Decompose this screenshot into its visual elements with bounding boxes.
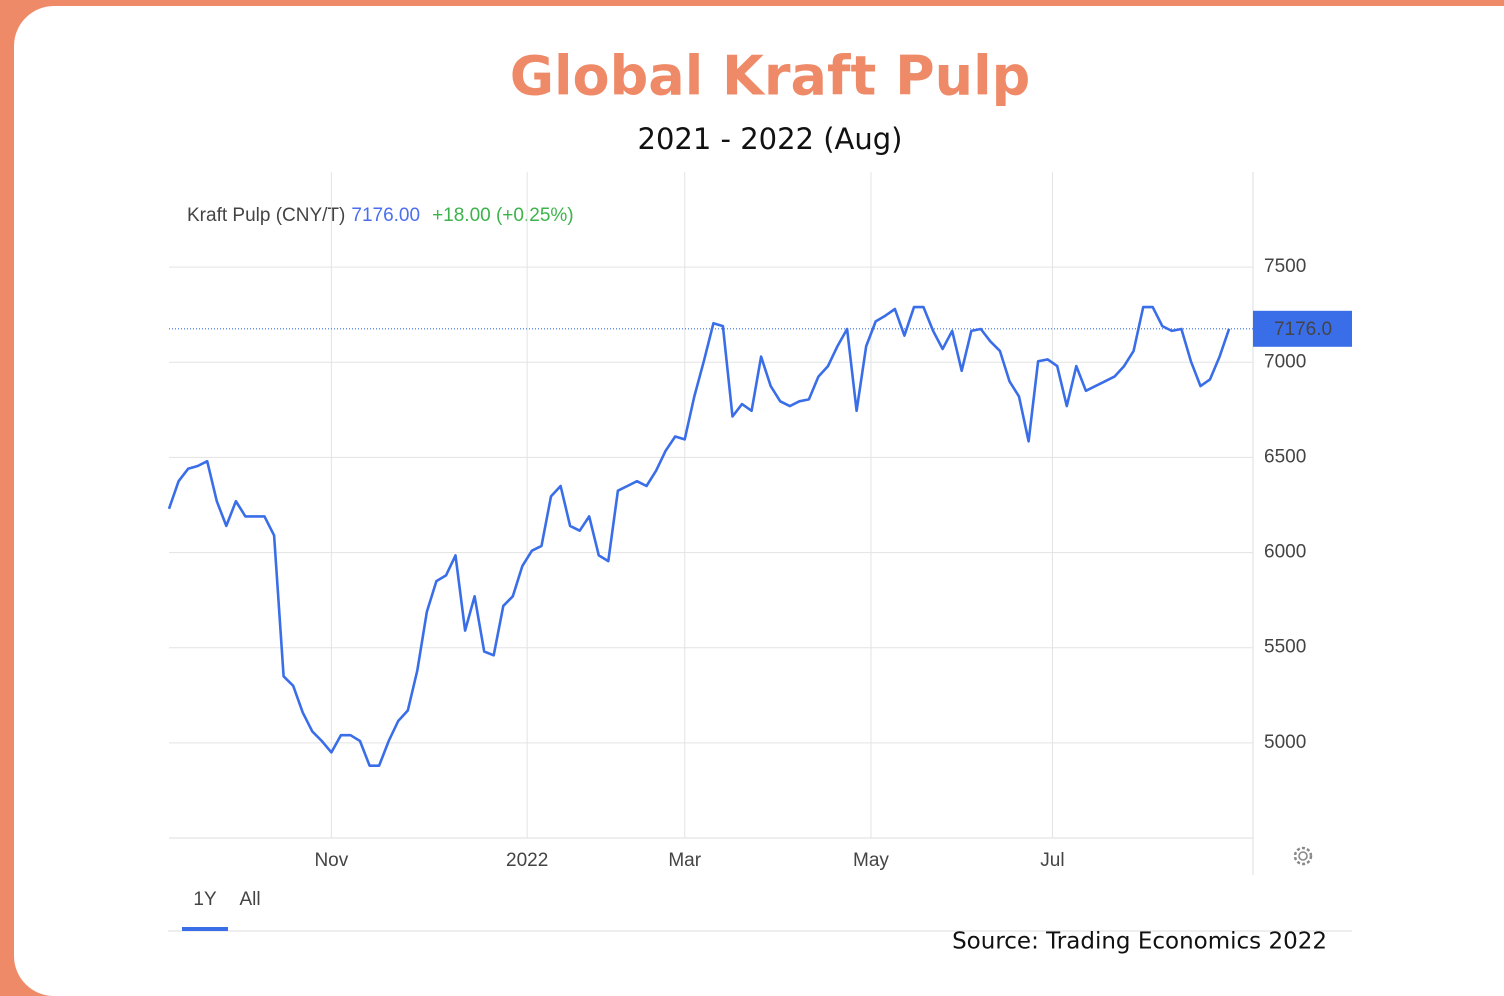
range-button[interactable]: All [239,889,260,910]
legend-change: +18.00 (+0.25%) [432,205,574,226]
y-tick-label: 6500 [1264,446,1306,467]
last-value-box [1253,310,1352,347]
card [14,6,1504,996]
last-value-label: 7176.0 [1274,319,1332,340]
range-button[interactable]: 1Y [193,889,217,910]
settings-icon[interactable] [1293,846,1313,866]
x-tick-label: Nov [314,850,348,871]
chart-title: Global Kraft Pulp [510,45,1031,108]
x-tick-label: 2022 [506,850,548,871]
chart-subtitle: 2021 - 2022 (Aug) [638,122,903,156]
legend-name: Kraft Pulp (CNY/T) 7176.00 +18.00 (+0.25%) [187,205,574,226]
y-tick-label: 7500 [1264,256,1306,277]
gear-teeth [1293,846,1313,866]
legend-price: 7176.00 [351,205,420,226]
x-tick-label: Jul [1040,850,1064,871]
range-active-indicator [182,927,228,931]
y-tick-label: 5000 [1264,732,1306,753]
y-tick-label: 5500 [1264,637,1306,658]
y-tick-label: 7000 [1264,351,1306,372]
x-tick-label: Mar [668,850,701,871]
price-line [167,305,1231,768]
source-note: Source: Trading Economics 2022 [952,929,1327,955]
gear-center [1298,851,1308,861]
x-tick-label: May [853,850,889,871]
y-tick-label: 6000 [1264,542,1306,563]
legend-name-text: Kraft Pulp (CNY/T) [187,205,345,226]
